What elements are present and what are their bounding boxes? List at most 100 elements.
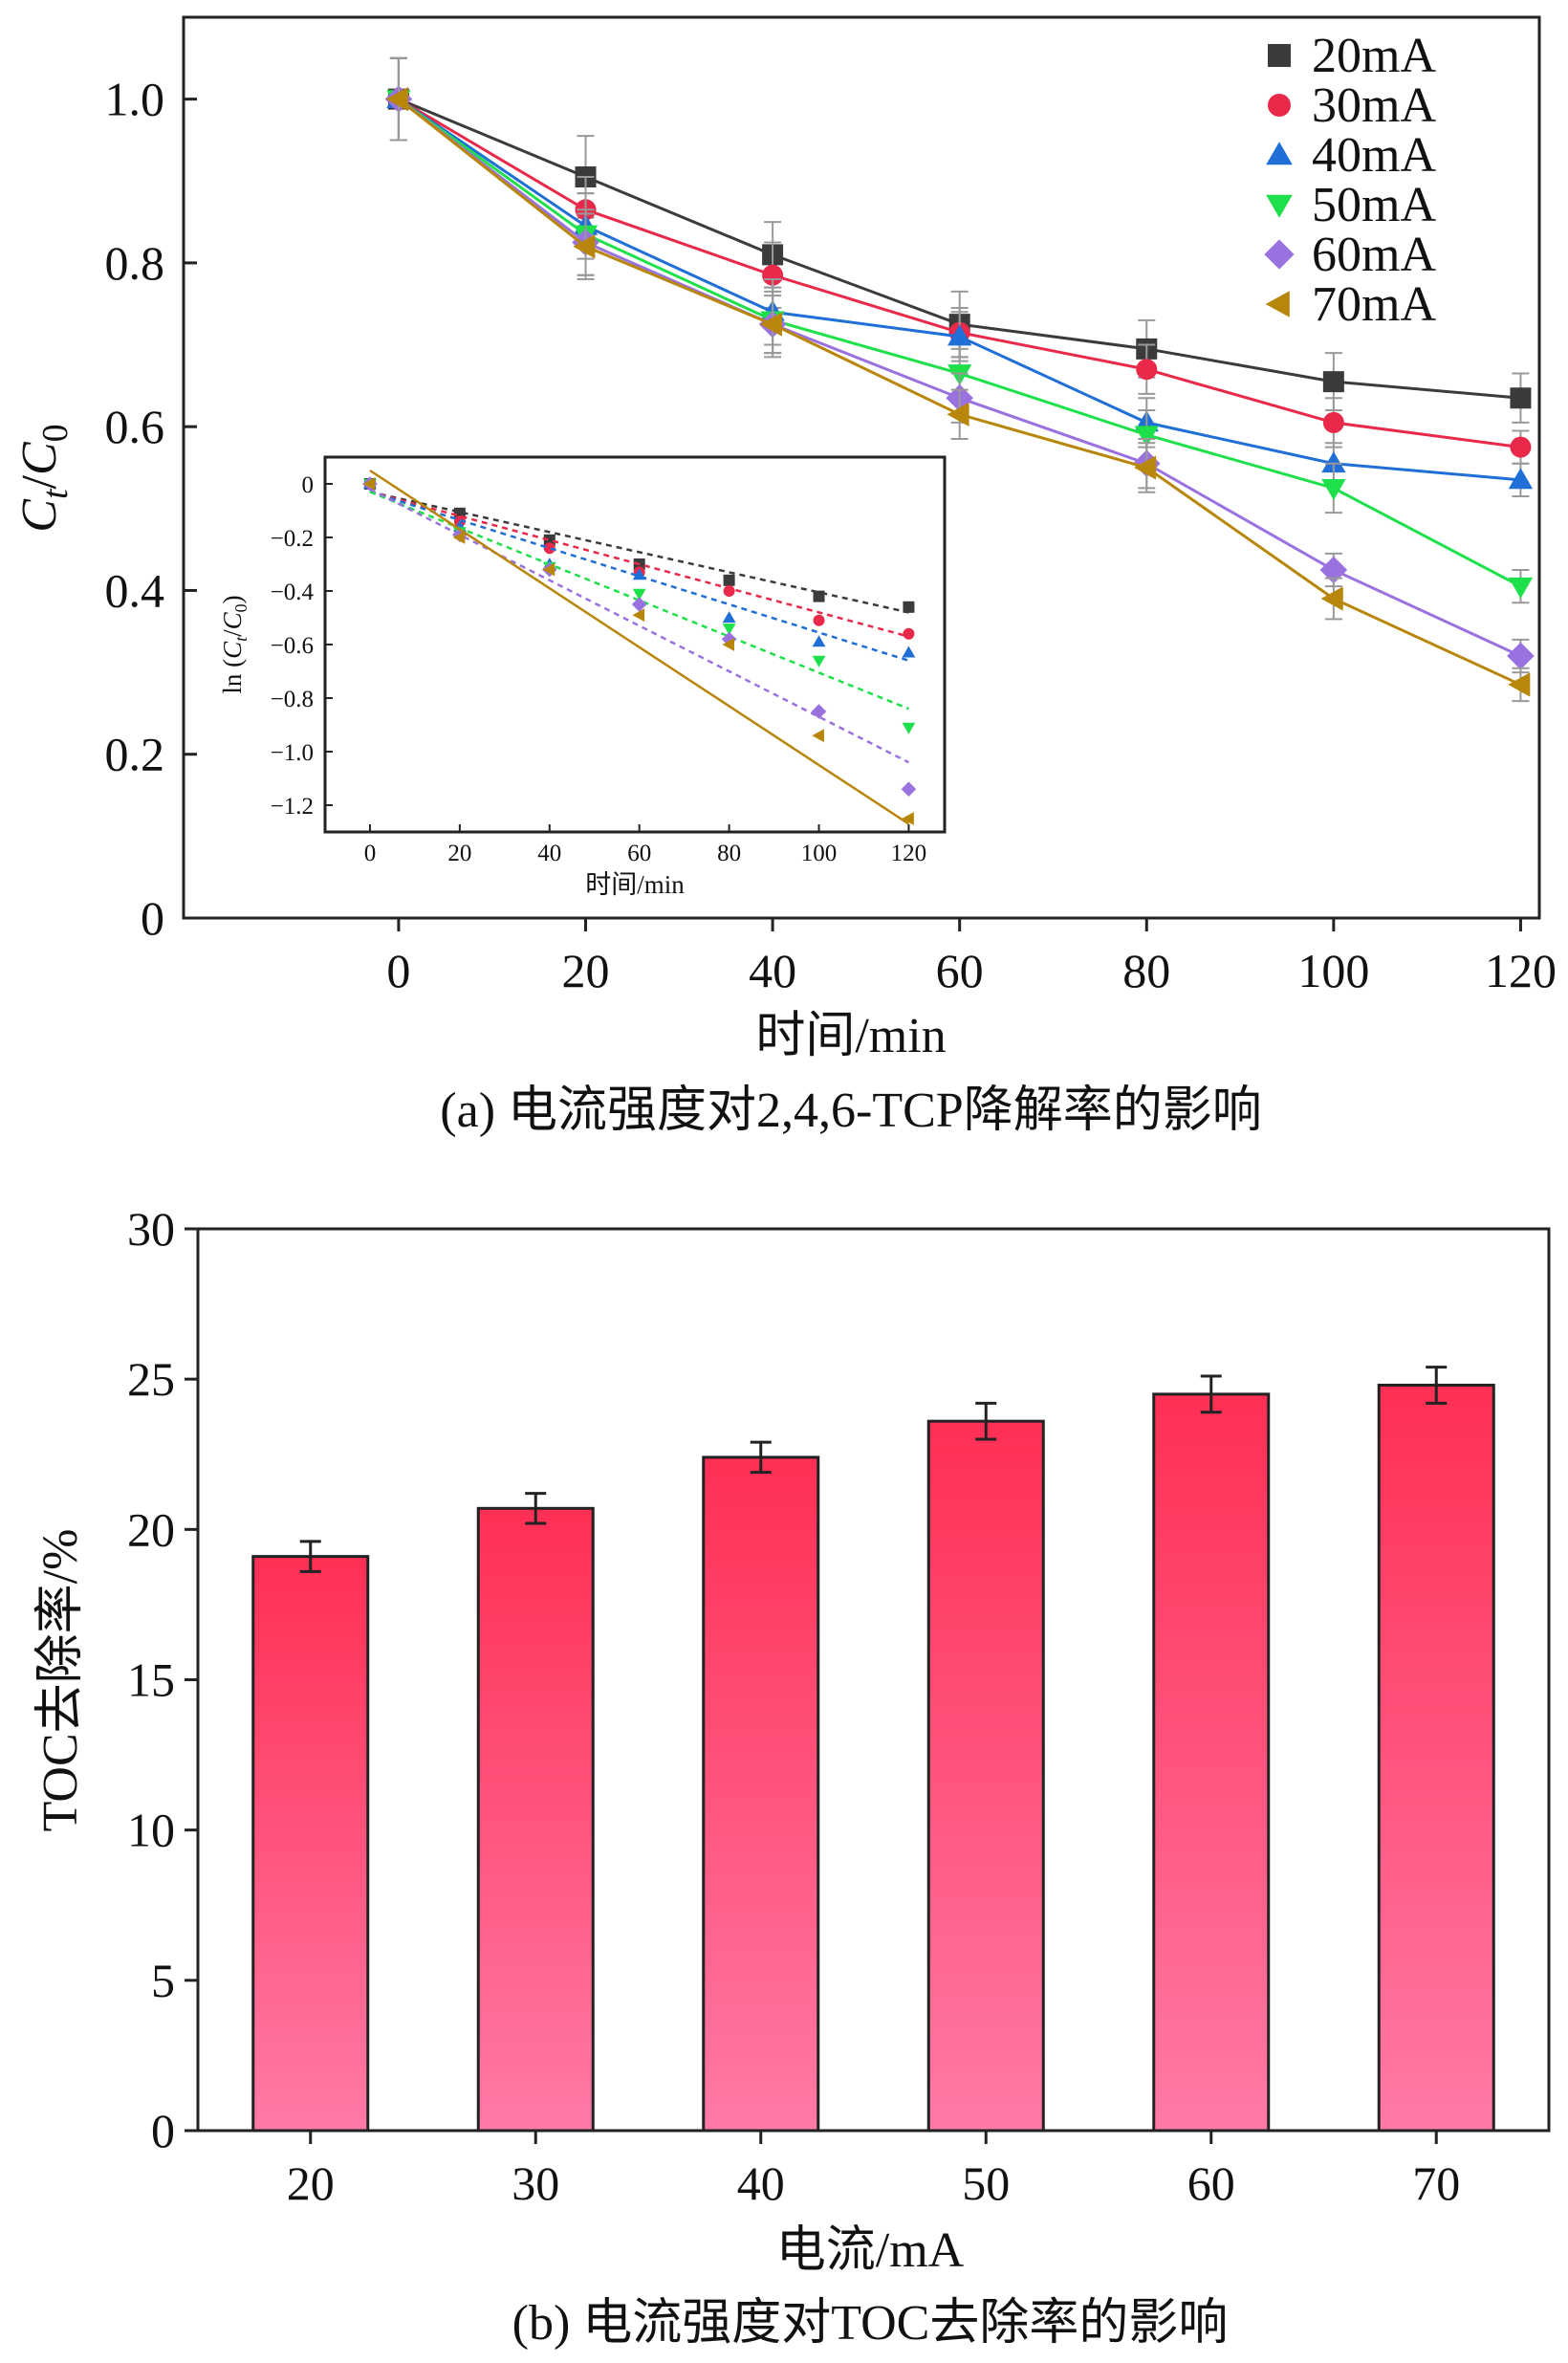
legend-marker — [1265, 291, 1290, 317]
inset-data-point — [812, 655, 826, 667]
bar-70 — [1377, 1383, 1495, 2133]
inset-data-point — [632, 568, 646, 580]
inset-x-tick-label: 40 — [537, 841, 561, 866]
y-tick-label: 0.4 — [105, 563, 165, 617]
data-point — [385, 86, 408, 112]
y-tick-label: 0 — [141, 891, 164, 945]
inset-y-tick-label: −1.0 — [271, 740, 314, 766]
chart-b-x-axis-label: 电流/mA — [776, 2223, 965, 2278]
chart-a-caption: (a) 电流强度对2,4,6-TCP降解率的影响 — [440, 1083, 1261, 1138]
data-point — [1321, 479, 1346, 501]
inset-data-point — [543, 534, 555, 546]
data-point — [573, 234, 596, 259]
svg-text:ln (Ct/C0): ln (Ct/C0) — [218, 595, 250, 693]
chart-b-frame — [196, 1227, 1551, 2133]
y-tick-label: 25 — [127, 1352, 175, 1406]
inset-fit-line — [369, 491, 909, 638]
series-70mA — [385, 56, 1531, 703]
svg-text:Ct/C0: Ct/C0 — [12, 424, 76, 532]
data-point — [947, 402, 969, 427]
inset-data-point — [723, 585, 735, 597]
chart-a-x-axis-label: 时间/min — [755, 1009, 946, 1063]
x-tick-label: 20 — [287, 2156, 335, 2210]
legend-marker — [1266, 142, 1293, 165]
inset-data-point — [903, 627, 915, 640]
legend-label: 30mA — [1312, 78, 1436, 133]
inset-y-tick-label: −0.6 — [271, 633, 314, 659]
data-point — [762, 264, 784, 286]
inset-data-point — [723, 574, 735, 586]
inset-data-point — [812, 635, 826, 647]
inset-y-tick-label: −0.4 — [271, 580, 315, 605]
inset-data-point — [902, 645, 916, 658]
legend-label: 40mA — [1312, 128, 1436, 183]
x-tick-label: 50 — [962, 2156, 1010, 2210]
inset-data-point — [813, 590, 825, 602]
chart-a-frame — [182, 15, 1541, 920]
x-tick-label: 100 — [1297, 944, 1369, 997]
x-tick-label: 20 — [562, 944, 610, 997]
y-tick-label: 1.0 — [105, 73, 165, 126]
data-point — [1134, 426, 1159, 448]
inset-data-point — [813, 614, 825, 626]
x-tick-label: 40 — [737, 2156, 785, 2210]
inset-y-tick-label: 0 — [302, 472, 315, 498]
data-point — [1507, 642, 1535, 670]
x-tick-label: 70 — [1412, 2156, 1460, 2210]
y-tick-label: 0.2 — [105, 728, 165, 781]
chart-b-caption: (b) 电流强度对TOC去除率的影响 — [512, 2296, 1229, 2351]
data-point — [1510, 387, 1532, 409]
inset-y-axis-label: ln (Ct/C0) — [218, 595, 250, 693]
bar-40 — [702, 1455, 820, 2133]
inset-data-point — [452, 531, 466, 544]
x-tick-label: 30 — [512, 2156, 559, 2210]
inset-x-tick-label: 100 — [801, 841, 838, 866]
inset-data-point — [543, 542, 555, 555]
chart-b-bars — [251, 1366, 1495, 2133]
chart-b-ticks: 0 5 10 15 20 25 30 20 30 40 50 60 70 — [127, 1202, 1460, 2210]
data-point — [1508, 577, 1534, 599]
chart-b-y-axis-label: TOC去除率/% — [33, 1529, 88, 1832]
inset-data-point — [812, 729, 824, 743]
legend-marker — [1266, 194, 1293, 218]
legend-label: 20mA — [1312, 29, 1436, 83]
bar-30 — [476, 1506, 595, 2133]
x-tick-label: 60 — [936, 944, 984, 997]
data-point — [1321, 451, 1346, 473]
data-point — [1136, 359, 1158, 381]
y-tick-label: 0.6 — [105, 400, 165, 453]
y-tick-label: 15 — [127, 1653, 175, 1707]
data-point — [1134, 455, 1157, 480]
inset-data-point — [631, 597, 647, 612]
inset-x-tick-label: 120 — [891, 841, 927, 866]
bar-60 — [1152, 1392, 1271, 2133]
inset-x-tick-label: 60 — [627, 841, 651, 866]
chart-a: 0 20 40 60 80 100 120 0 0.2 0.4 0.6 0.8 1.0 Ct/C0 时间… — [12, 15, 1557, 1138]
data-point — [1508, 468, 1534, 490]
data-point — [947, 324, 972, 346]
inset-series-70mA — [362, 469, 914, 825]
x-tick-label: 120 — [1485, 944, 1557, 997]
inset-data-point — [902, 722, 916, 734]
bar-20 — [251, 1555, 370, 2133]
inset-data-point — [811, 704, 827, 719]
inset-y-tick-label: −0.8 — [271, 687, 314, 712]
chart-a-y-axis-label: Ct/C0 — [12, 424, 76, 532]
inset-x-axis-label: 时间/min — [585, 870, 685, 899]
inset-data-point — [903, 601, 915, 613]
data-point — [1320, 586, 1343, 611]
legend-label: 60mA — [1312, 228, 1436, 282]
chart-a-ticks: 0 20 40 60 80 100 120 0 0.2 0.4 0.6 0.8 1.0 — [105, 73, 1557, 997]
inset-data-point — [632, 588, 646, 601]
inset-y-tick-label: −1.2 — [271, 794, 314, 820]
inset-fit-line — [369, 491, 909, 614]
legend-marker — [1268, 94, 1291, 117]
y-tick-label: 0.8 — [105, 236, 165, 290]
inset-data-point — [902, 812, 914, 825]
x-tick-label: 0 — [386, 944, 410, 997]
x-tick-label: 60 — [1187, 2156, 1235, 2210]
inset-plot: 0 20 40 60 80 100 120 0 −0.2 −0.4 −0.6 −0.8 −1.0 −1.2 — [271, 469, 927, 866]
